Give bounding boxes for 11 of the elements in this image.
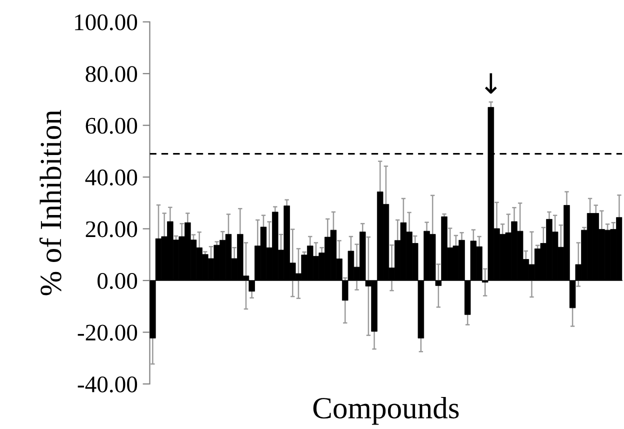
annotation: ↓ [484,73,497,94]
y-tick-label: -20.00 [78,324,138,341]
y-tick-label: 100.00 [75,14,138,30]
y-tick-label: 40.00 [85,170,138,186]
y-tick-label: 60.00 [86,118,138,134]
x-axis-title: Compounds [313,397,459,425]
y-axis-title: % of Inhibition [39,110,62,296]
y-tick-label: -40.00 [78,376,138,392]
y-tick-label: 20.00 [86,221,138,238]
y-tick-label: 80.00 [86,66,138,82]
y-tick-label: 0.00 [98,272,138,290]
